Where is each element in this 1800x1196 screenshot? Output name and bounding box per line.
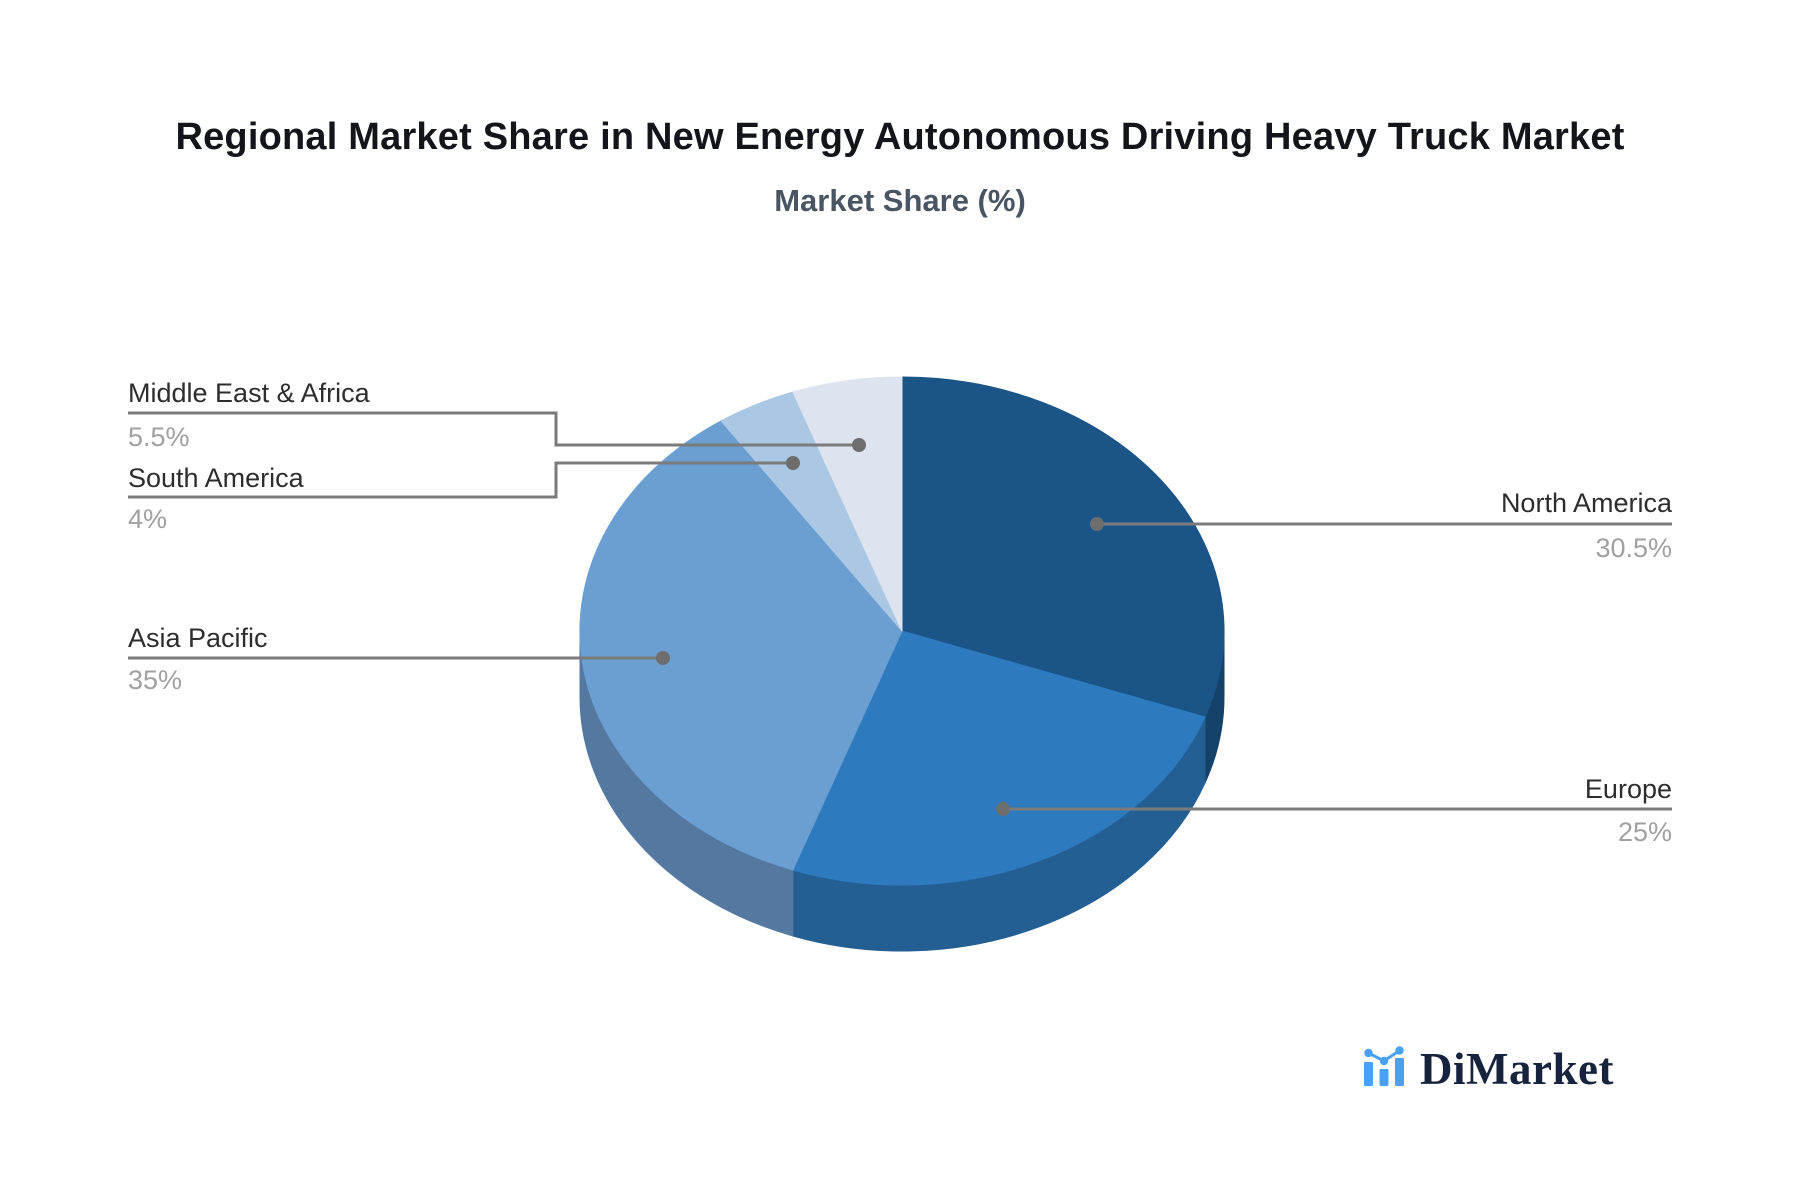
slice-label-europe: Europe xyxy=(1585,774,1672,804)
pie-slice-middle-east-africa[interactable] xyxy=(792,376,903,632)
brand-name: DiMarket xyxy=(1420,1044,1614,1094)
pie-slice-north-america[interactable] xyxy=(901,376,1225,718)
leader-line-middle-east-africa xyxy=(128,411,859,447)
bar-chart-logo-icon xyxy=(1364,1046,1404,1086)
slice-value-north-america: 30.5% xyxy=(1595,533,1672,563)
leader-dot-south-america xyxy=(786,456,800,470)
leader-line-south-america xyxy=(128,461,793,499)
slice-value-europe: 25% xyxy=(1618,817,1672,847)
slice-label-asia-pacific: Asia Pacific xyxy=(128,623,268,653)
slice-label-south-america: South America xyxy=(128,463,305,493)
pie-slice-europe[interactable] xyxy=(792,630,1206,886)
leader-dot-north-america xyxy=(1090,517,1104,531)
leader-dot-middle-east-africa xyxy=(852,438,866,452)
slice-value-middle-east-africa: 5.5% xyxy=(128,422,190,452)
chart-subtitle: Market Share (%) xyxy=(774,183,1026,218)
leader-dot-asia-pacific xyxy=(656,651,670,665)
slice-label-north-america: North America xyxy=(1501,488,1673,518)
slice-label-middle-east-africa: Middle East & Africa xyxy=(128,378,371,408)
pie-slice-asia-pacific[interactable] xyxy=(579,420,903,871)
leader-dot-europe xyxy=(996,802,1010,816)
brand-logo: DiMarket xyxy=(1363,1040,1614,1092)
slice-value-south-america: 4% xyxy=(128,504,167,534)
chart-title: Regional Market Share in New Energy Auto… xyxy=(175,116,1625,158)
slice-value-asia-pacific: 35% xyxy=(128,665,182,695)
